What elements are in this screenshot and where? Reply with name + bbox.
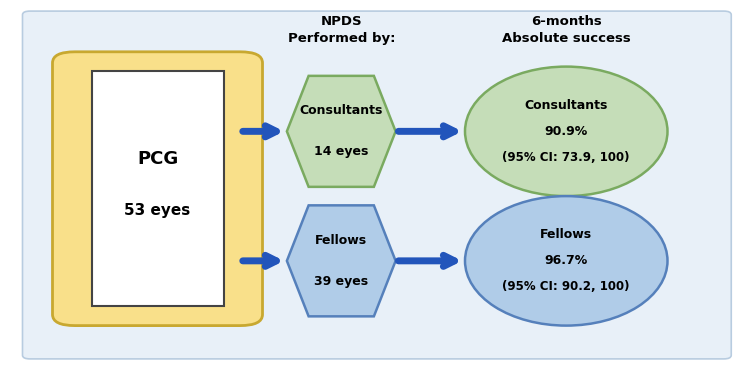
Text: (95% CI: 90.2, 100): (95% CI: 90.2, 100) — [503, 280, 630, 293]
Text: 14 eyes: 14 eyes — [314, 145, 368, 158]
Text: PCG: PCG — [137, 150, 178, 168]
Text: 53 eyes: 53 eyes — [124, 204, 190, 218]
FancyBboxPatch shape — [53, 52, 262, 326]
FancyBboxPatch shape — [92, 71, 224, 306]
Text: Consultants: Consultants — [524, 99, 608, 112]
Text: 39 eyes: 39 eyes — [314, 275, 368, 288]
Ellipse shape — [465, 196, 668, 326]
Ellipse shape — [465, 67, 668, 196]
Polygon shape — [286, 205, 396, 316]
Text: Fellows: Fellows — [540, 228, 592, 242]
FancyBboxPatch shape — [22, 11, 731, 359]
Text: (95% CI: 73.9, 100): (95% CI: 73.9, 100) — [503, 151, 630, 164]
Text: Consultants: Consultants — [299, 104, 383, 118]
Text: Fellows: Fellows — [315, 234, 368, 247]
Text: 90.9%: 90.9% — [544, 125, 588, 138]
Text: 96.7%: 96.7% — [544, 254, 588, 268]
Polygon shape — [286, 76, 396, 187]
Text: NPDS
Performed by:: NPDS Performed by: — [287, 15, 395, 45]
Text: 6-months
Absolute success: 6-months Absolute success — [502, 15, 631, 45]
